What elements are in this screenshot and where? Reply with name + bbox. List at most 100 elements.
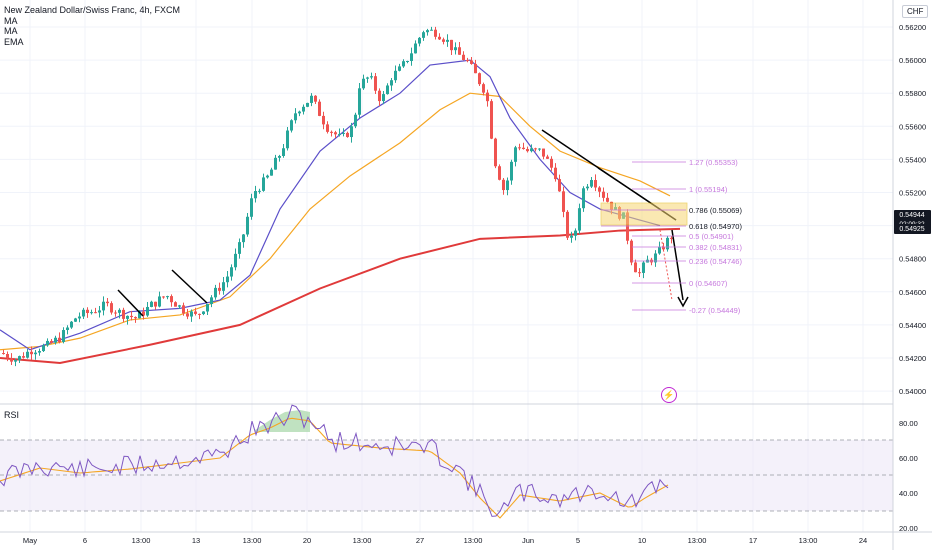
candle-body (170, 296, 173, 303)
candle-body (546, 156, 549, 159)
candle-body (526, 149, 529, 152)
candle-body (46, 340, 49, 346)
indicator-ma-1[interactable]: MA (4, 15, 18, 26)
arrow-head-icon (677, 296, 689, 308)
price-tick-label: 0.56000 (899, 56, 926, 65)
candle-body (310, 95, 313, 103)
rsi-line (0, 404, 669, 517)
symbol-title[interactable]: New Zealand Dollar/Swiss Franc, 4h, FXCM (4, 5, 181, 15)
candle-body (410, 53, 413, 61)
candle-body (542, 148, 545, 157)
candle-body (278, 155, 281, 158)
candle-body (482, 84, 485, 93)
candle-body (98, 310, 101, 313)
candle-body (538, 148, 541, 150)
rsi-tick-label: 40.00 (899, 489, 918, 498)
candle-body (90, 312, 93, 314)
candle-body (34, 352, 37, 355)
candle-body (582, 188, 585, 209)
ma-slow-path (0, 92, 671, 351)
candle-body (114, 312, 117, 314)
candle-body (394, 70, 397, 81)
fib-level-label: 1 (0.55194) (689, 185, 728, 194)
candle-body (286, 130, 289, 149)
candle-body (558, 179, 561, 192)
candle-body (226, 276, 229, 283)
candle-body (590, 180, 593, 187)
candlestick-series (2, 26, 673, 367)
time-tick-label: 13:00 (353, 536, 372, 545)
candle-body (642, 262, 645, 273)
candle-body (358, 88, 361, 115)
fibonacci-retracement[interactable]: 1.27 (0.55353) 1 (0.55194) 0.786 (0.55069)… (600, 158, 742, 315)
candle-body (498, 166, 501, 180)
time-tick-label: 13:00 (799, 536, 818, 545)
price-tick-label: 0.54800 (899, 255, 926, 264)
candle-body (374, 76, 377, 91)
candle-body (222, 282, 225, 291)
candle-body (78, 316, 81, 319)
candle-body (22, 356, 25, 358)
candle-body (486, 92, 489, 102)
price-tag (894, 224, 931, 234)
candle-body (82, 309, 85, 317)
candle-body (434, 29, 437, 37)
candle-body (378, 90, 381, 102)
candle-body (586, 186, 589, 189)
candle-body (174, 302, 177, 307)
candle-body (306, 102, 309, 107)
candle-body (506, 180, 509, 191)
candle-body (258, 190, 261, 192)
chart-legend: New Zealand Dollar/Swiss Franc, 4h, FXCM… (4, 5, 180, 47)
time-tick-label: 13:00 (132, 536, 151, 545)
indicator-ema[interactable]: EMA (4, 36, 24, 47)
candle-body (282, 148, 285, 156)
candle-body (254, 191, 257, 199)
candle-body (658, 246, 661, 254)
candle-body (438, 36, 441, 40)
candle-body (242, 234, 245, 243)
candle-body (494, 138, 497, 167)
candle-body (562, 191, 565, 212)
candle-body (550, 158, 553, 168)
fib-level-label: 0.786 (0.55069) (689, 206, 742, 215)
candle-body (626, 212, 629, 241)
candle-body (14, 360, 17, 362)
price-tick-label: 0.55400 (899, 155, 926, 164)
candle-body (294, 113, 297, 121)
candle-body (182, 305, 185, 314)
candle-body (342, 132, 345, 134)
candle-body (250, 198, 253, 217)
candle-body (162, 296, 165, 298)
candle-body (302, 106, 305, 112)
candle-body (274, 157, 277, 170)
candle-body (390, 80, 393, 86)
candle-body (530, 148, 533, 152)
candle-body (462, 54, 465, 61)
candle-body (298, 111, 301, 114)
candle-body (94, 312, 97, 314)
rsi-ma-line (0, 417, 669, 519)
candle-body (654, 253, 657, 263)
indicator-ma-2[interactable]: MA (4, 26, 18, 36)
candle-body (418, 37, 421, 44)
candle-body (138, 311, 141, 319)
candle-body (594, 180, 597, 188)
candle-body (246, 216, 249, 235)
price-tag-value: 0.54944 (899, 212, 924, 219)
candle-body (606, 197, 609, 202)
currency-button[interactable]: CHF (902, 5, 929, 18)
flash-icon[interactable]: ⚡ (661, 387, 677, 403)
price-tick-label: 0.54200 (899, 354, 926, 363)
candle-body (62, 330, 65, 342)
time-tick-label: 13:00 (688, 536, 707, 545)
price-tick-label: 0.55600 (899, 122, 926, 131)
rsi-title[interactable]: RSI (4, 410, 20, 420)
candle-body (154, 301, 157, 307)
rsi-tick-label: 60.00 (899, 454, 918, 463)
candle-body (26, 351, 29, 358)
golden-zone (600, 202, 688, 226)
rsi-pane (0, 404, 893, 519)
candle-body (86, 309, 89, 314)
